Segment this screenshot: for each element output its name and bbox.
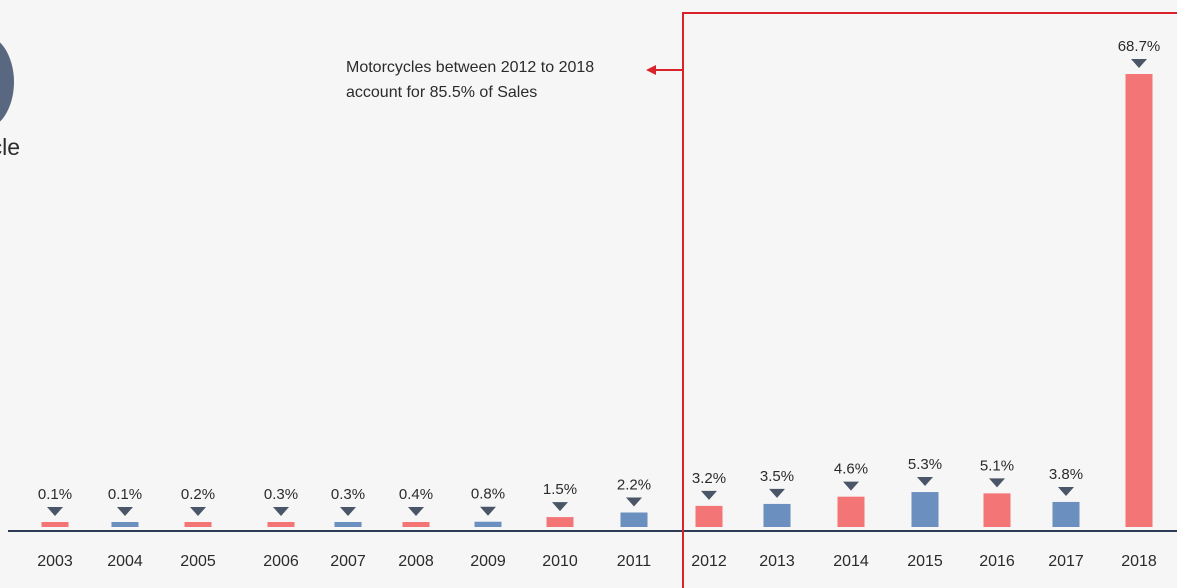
- marker-2011: [626, 497, 642, 507]
- markers-group: [47, 59, 1147, 516]
- value-label-2003: 0.1%: [38, 486, 72, 503]
- marker-2015: [917, 477, 933, 487]
- annotation-line-2: account for 85.5% of Sales: [346, 84, 537, 101]
- value-label-2009: 0.8%: [471, 486, 505, 503]
- year-label-2010: 2010: [542, 553, 578, 570]
- year-label-2012: 2012: [691, 553, 727, 570]
- bar-2013: [763, 503, 791, 527]
- marker-2008: [408, 507, 424, 516]
- marker-2004: [117, 507, 133, 516]
- value-label-2015: 5.3%: [908, 456, 942, 473]
- bar-2005: [184, 522, 212, 527]
- value-label-2006: 0.3%: [264, 486, 298, 503]
- bar-2004: [111, 522, 139, 527]
- value-label-2017: 3.8%: [1049, 466, 1083, 483]
- value-label-2012: 3.2%: [692, 470, 726, 487]
- marker-2007: [340, 507, 356, 516]
- year-label-2018: 2018: [1121, 553, 1157, 570]
- bar-2006: [267, 522, 295, 527]
- bar-2016: [983, 493, 1011, 527]
- marker-2014: [843, 481, 859, 491]
- annotation-line-1: Motorcycles between 2012 to 2018: [346, 59, 594, 76]
- marker-2003: [47, 507, 63, 516]
- marker-2018: [1131, 59, 1147, 68]
- value-label-2007: 0.3%: [331, 486, 365, 503]
- annotation-arrowhead: [646, 65, 656, 75]
- bar-2014: [837, 496, 865, 527]
- year-labels-group: 2003 2004 2005 2006 2007 2008 2009 2010 2011 2012…: [37, 553, 1157, 570]
- value-label-2013: 3.5%: [760, 468, 794, 485]
- year-label-2015: 2015: [907, 553, 943, 570]
- value-label-2011: 2.2%: [617, 476, 651, 493]
- year-label-2006: 2006: [263, 553, 299, 570]
- value-label-2016: 5.1%: [980, 457, 1014, 474]
- bar-2017: [1052, 501, 1080, 527]
- bar-2012: [695, 505, 723, 527]
- year-label-2009: 2009: [470, 553, 506, 570]
- bar-2010: [546, 517, 574, 527]
- value-labels-group: 0.1% 0.1% 0.2% 0.3% 0.3% 0.4% 0.8% 1.5% 2.2% 3.2%…: [38, 38, 1160, 503]
- bar-2008: [402, 522, 430, 527]
- bars-group: [41, 74, 1153, 527]
- category-header: rcycle: [0, 30, 70, 170]
- year-label-2008: 2008: [398, 553, 434, 570]
- highlight-box: [682, 12, 1177, 588]
- year-label-2017: 2017: [1048, 553, 1084, 570]
- marker-2013: [769, 488, 785, 498]
- marker-2009: [480, 506, 496, 516]
- marker-2010: [552, 502, 568, 512]
- bar-2018: [1125, 74, 1153, 527]
- marker-2017: [1058, 486, 1074, 496]
- bar-2015: [911, 492, 939, 527]
- value-label-2014: 4.6%: [834, 461, 868, 478]
- bar-2011: [620, 512, 648, 527]
- value-label-2004: 0.1%: [108, 486, 142, 503]
- year-label-2004: 2004: [107, 553, 143, 570]
- category-label: rcycle: [0, 134, 21, 160]
- marker-2016: [989, 478, 1005, 488]
- category-avatar: [0, 34, 14, 130]
- value-label-2005: 0.2%: [181, 486, 215, 503]
- year-label-2007: 2007: [330, 553, 366, 570]
- bar-2009: [474, 521, 502, 527]
- marker-2012: [701, 490, 717, 500]
- year-label-2014: 2014: [833, 553, 869, 570]
- year-label-2013: 2013: [759, 553, 795, 570]
- marker-2006: [273, 507, 289, 516]
- year-label-2016: 2016: [979, 553, 1015, 570]
- value-label-2010: 1.5%: [543, 481, 577, 498]
- year-label-2005: 2005: [180, 553, 216, 570]
- bar-2007: [334, 522, 362, 527]
- year-label-2011: 2011: [617, 553, 652, 570]
- value-label-2018: 68.7%: [1118, 38, 1161, 55]
- bar-2003: [41, 522, 69, 527]
- value-label-2008: 0.4%: [399, 486, 433, 503]
- year-label-2003: 2003: [37, 553, 73, 570]
- marker-2005: [190, 507, 206, 516]
